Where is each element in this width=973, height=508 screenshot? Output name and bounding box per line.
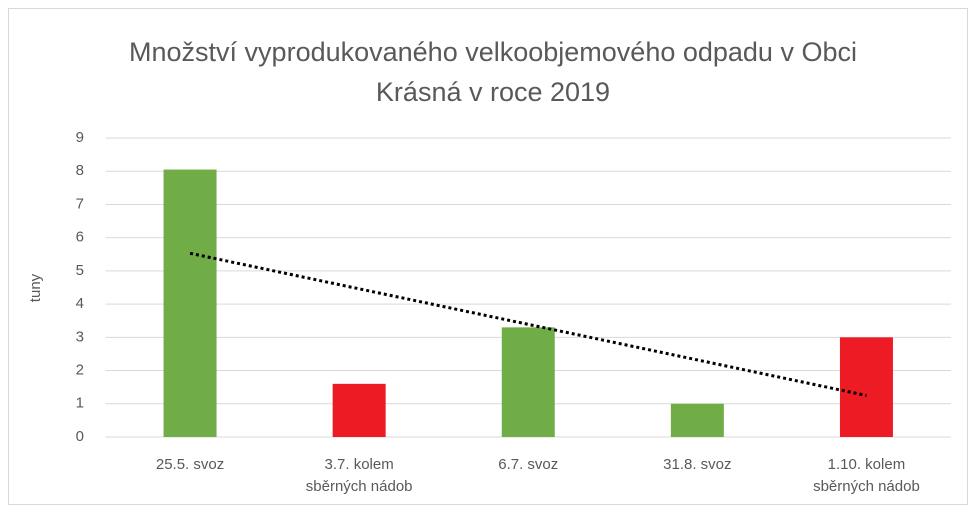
y-tick-label: 8: [76, 162, 84, 179]
x-tick-label: 31.8. svoz: [663, 456, 732, 473]
chart-frame: [8, 8, 968, 505]
y-tick-label: 7: [76, 195, 84, 212]
y-tick-label: 3: [76, 328, 84, 345]
y-tick-label: 6: [76, 229, 84, 246]
y-tick-label: 0: [76, 428, 84, 445]
chart-title: Množství vyprodukovaného velkoobjemového…: [129, 37, 857, 107]
y-tick-label: 5: [76, 262, 84, 279]
trendline: [189, 251, 867, 397]
bar: [501, 327, 555, 437]
bar: [839, 337, 893, 437]
x-tick-label: 3.7. kolem sběrných nádob: [305, 456, 413, 495]
bar: [332, 383, 386, 437]
y-axis-label: tuny: [27, 273, 44, 302]
x-tick-label: 25.5. svoz: [155, 456, 225, 473]
bar: [163, 169, 217, 438]
y-tick-label: 9: [76, 129, 84, 146]
y-tick-label: 2: [76, 362, 84, 379]
bar: [670, 403, 724, 437]
x-tick-label: 1.10. kolem sběrných nádob: [813, 456, 920, 495]
y-tick-label: 1: [76, 395, 84, 412]
y-tick-label: 4: [76, 295, 84, 312]
x-tick-label: 6.7. svoz: [498, 456, 559, 473]
